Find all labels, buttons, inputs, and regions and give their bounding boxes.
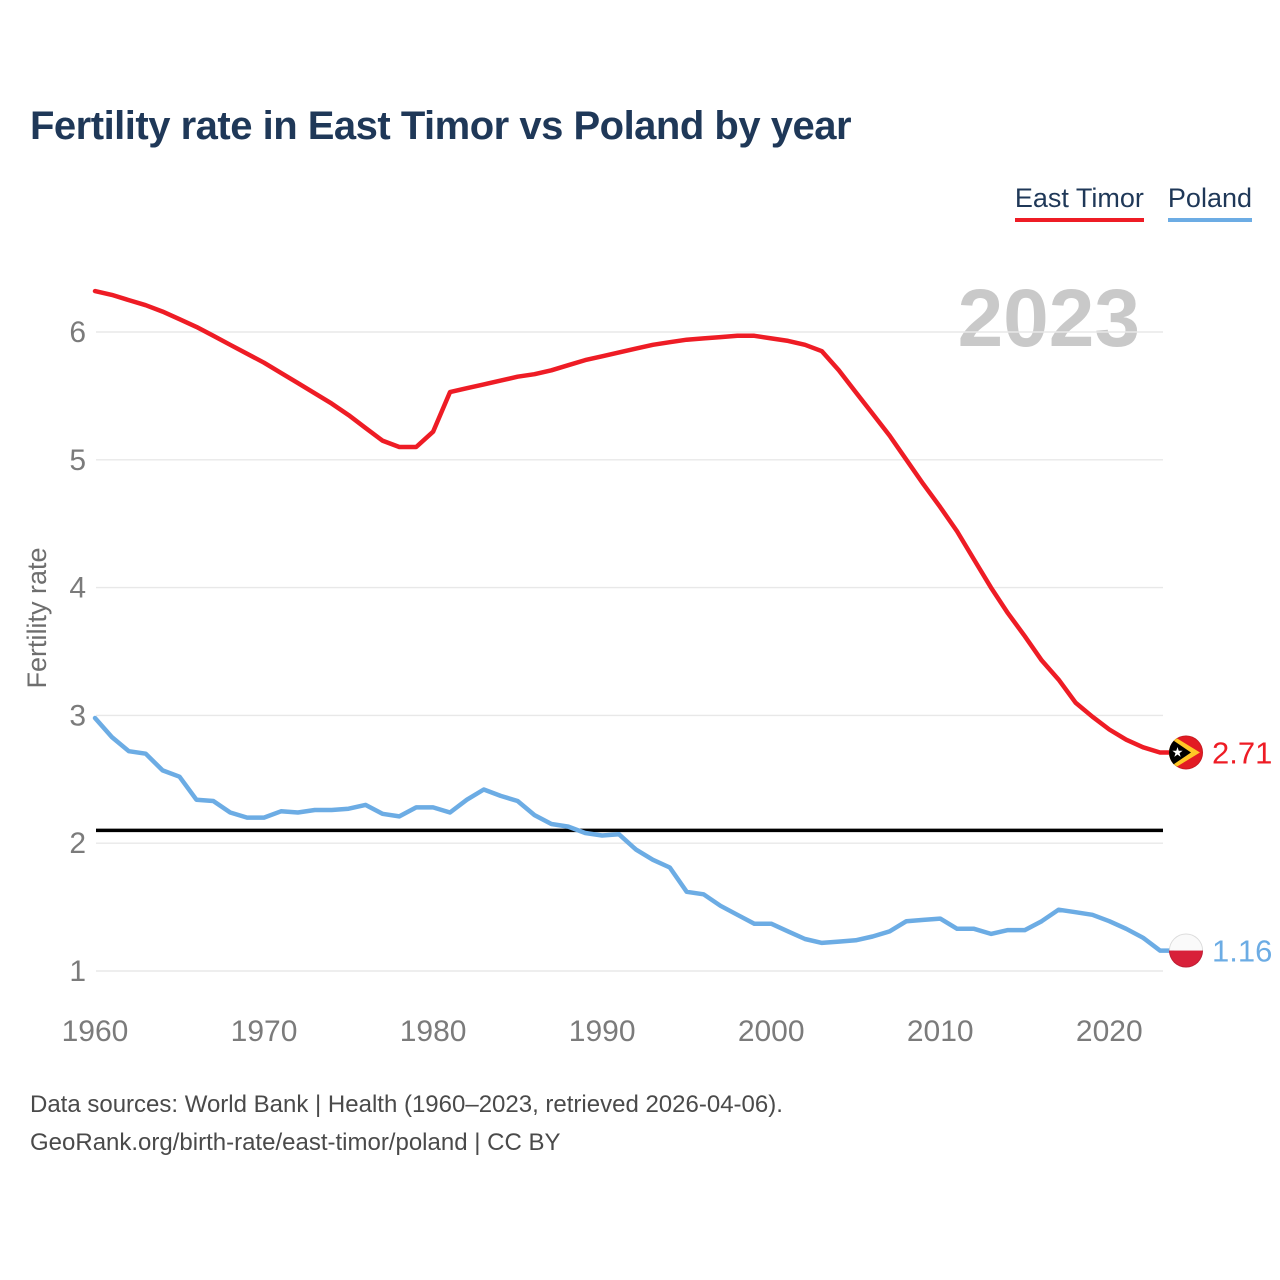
footer: Data sources: World Bank | Health (1960–… [30, 1086, 783, 1162]
x-tick-label: 1980 [400, 1015, 467, 1048]
x-tick-label: 1970 [231, 1015, 298, 1048]
flag-ring [1168, 933, 1204, 968]
end-value-poland: 1.16 [1212, 934, 1272, 969]
watermark-year: 2023 [958, 273, 1140, 364]
legend-item-poland[interactable]: Poland [1167, 185, 1252, 222]
y-tick-label: 3 [69, 699, 86, 732]
footer-attribution-line: GeoRank.org/birth-rate/east-timor/poland… [30, 1129, 561, 1156]
poland-flag-icon [1169, 933, 1203, 968]
y-axis-title: Fertility rate [22, 547, 52, 688]
chart-legend: East Timor Poland [1014, 185, 1252, 222]
x-tick-label: 2010 [907, 1015, 974, 1048]
y-tick-label: 6 [69, 316, 86, 349]
footer-source-line: Data sources: World Bank | Health (1960–… [30, 1091, 783, 1118]
poland-line [92, 715, 1175, 953]
x-tick-label: 2020 [1076, 1015, 1143, 1048]
y-tick-label: 5 [69, 444, 86, 477]
east-timor-line [92, 288, 1175, 755]
x-tick-label: 1960 [62, 1015, 129, 1048]
x-tick-label: 2000 [738, 1015, 805, 1048]
east-timor-flag-icon [1169, 735, 1203, 770]
end-value-east-timor: 2.71 [1212, 735, 1272, 770]
y-tick-label: 2 [69, 827, 86, 860]
y-tick-label: 1 [69, 955, 86, 988]
y-tick-label: 4 [69, 572, 86, 605]
page-title: Fertility rate in East Timor vs Poland b… [30, 104, 852, 148]
legend-item-east-timor[interactable]: East Timor [1014, 185, 1144, 222]
x-tick-label: 1990 [569, 1015, 636, 1048]
flag-ring [1168, 735, 1204, 770]
